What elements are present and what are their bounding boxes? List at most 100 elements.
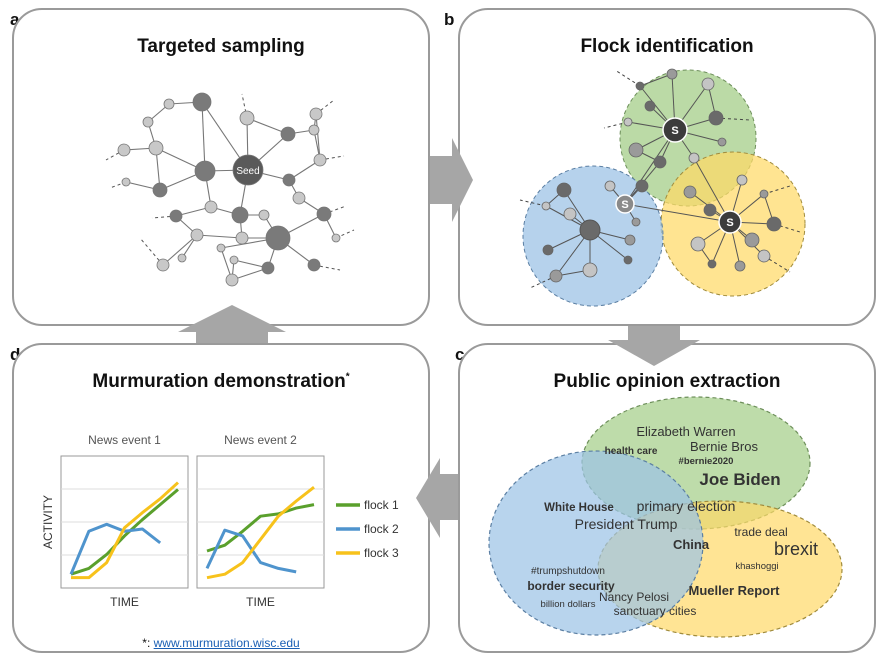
flock-node — [759, 189, 769, 199]
seed-node-label: S — [621, 199, 628, 211]
word-brexit: brexit — [774, 539, 818, 559]
series-line — [70, 488, 179, 576]
network-node — [232, 154, 264, 186]
panel-title-c: Public opinion extraction — [553, 371, 781, 392]
flock-node — [744, 232, 760, 248]
flock-edge-dashed — [763, 185, 791, 195]
word-sanctuary-cities: sanctuary cities — [614, 604, 697, 618]
flock-edge — [624, 129, 676, 205]
flock-node — [541, 201, 551, 211]
flock-node — [690, 236, 706, 252]
network-edge — [196, 234, 243, 239]
network-node — [192, 92, 212, 112]
panel-label-a: a — [10, 10, 20, 29]
network-node — [121, 177, 131, 187]
footnote-prefix: *: — [142, 636, 154, 650]
network-edge-dashed — [315, 99, 335, 115]
flock-node — [542, 244, 554, 256]
word-joe-biden: Joe Biden — [699, 470, 780, 489]
network-node — [177, 253, 187, 263]
network-node — [309, 107, 323, 121]
network-node — [148, 140, 164, 156]
flock-node — [683, 185, 697, 199]
network-edge — [201, 101, 206, 172]
chart-title: News event 1 — [88, 433, 161, 447]
flock-node — [563, 207, 577, 221]
flock-identification-panel: Flock identification S S S — [458, 8, 876, 326]
flock-node — [604, 180, 616, 192]
flock-node — [707, 259, 717, 269]
word-billion-dollars: billion dollars — [541, 599, 596, 610]
word-trumpshutdown: #trumpshutdown — [531, 566, 605, 577]
chart-title: News event 2 — [224, 433, 297, 447]
network-edge-dashed — [313, 264, 341, 271]
activity-chart-2: News event 2 TIME — [196, 433, 325, 609]
flock-node — [624, 234, 636, 246]
flock-hub-node — [579, 219, 601, 241]
chart-legend: flock 1 flock 2 flock 3 — [336, 498, 399, 560]
series-line — [69, 522, 162, 575]
word-bernie-bros: Bernie Bros — [690, 439, 758, 454]
flock-node — [623, 255, 633, 265]
targeted-sampling-panel: Targeted sampling Seed — [12, 8, 430, 326]
flock-node — [631, 217, 641, 227]
network-edge-dashed — [319, 155, 345, 161]
word-mueller-report: Mueller Report — [688, 583, 780, 598]
network-edge-dashed — [241, 93, 248, 119]
network-node — [231, 206, 249, 224]
network-node — [282, 173, 296, 187]
chart-xlabel: TIME — [110, 595, 139, 609]
legend-label: flock 3 — [364, 546, 399, 560]
murmuration-link[interactable]: www.murmuration.wisc.edu — [153, 636, 300, 650]
seed-node-label: S — [726, 217, 733, 229]
network-node — [313, 153, 327, 167]
network-node — [307, 258, 321, 272]
word-nancy-pelosi: Nancy Pelosi — [599, 590, 669, 604]
flock-edge — [639, 73, 673, 87]
network-edge — [162, 234, 198, 266]
network-node — [239, 110, 255, 126]
seed-node — [718, 210, 742, 234]
word-president-trump: President Trump — [575, 516, 678, 532]
network-edge — [315, 113, 321, 161]
flock-edge-dashed — [763, 255, 791, 273]
panel-label-d: d — [10, 345, 21, 364]
word-trade-deal: trade deal — [734, 525, 787, 539]
network-node — [331, 233, 341, 243]
seed-label: Seed — [236, 166, 259, 177]
flock-edge-dashed — [603, 121, 629, 129]
network-node — [163, 98, 175, 110]
flock-node — [708, 110, 724, 126]
network-node — [261, 261, 275, 275]
flock-node — [766, 216, 782, 232]
network-node — [280, 126, 296, 142]
flock-node — [623, 117, 633, 127]
network-node — [194, 160, 216, 182]
word-bernie2020: #bernie2020 — [679, 456, 734, 467]
network-edge-dashed — [151, 215, 177, 219]
activity-chart-1: News event 1 TIME — [60, 433, 189, 609]
network-node — [308, 124, 320, 136]
flock-node — [701, 77, 715, 91]
network-node — [265, 225, 291, 251]
network-node — [235, 231, 249, 245]
flock-nodes: S S S — [541, 68, 782, 283]
flock-node — [666, 68, 678, 80]
flock-edge-dashed — [773, 223, 801, 233]
flock-node — [644, 100, 656, 112]
title-footnote-mark: * — [345, 371, 350, 383]
network-node — [169, 209, 183, 223]
network-node — [229, 255, 239, 265]
network-node — [204, 200, 218, 214]
network-graph-a: Seed — [105, 92, 355, 287]
word-primary-election: primary election — [637, 498, 736, 514]
network-node — [190, 228, 204, 242]
flock-node — [582, 262, 598, 278]
panel-label-c: c — [455, 345, 465, 364]
flock-node — [688, 152, 700, 164]
series-line — [206, 486, 315, 580]
word-health-care: health care — [605, 446, 658, 457]
footnote: *: www.murmuration.wisc.edu — [14, 636, 428, 650]
network-edge-dashed — [323, 205, 347, 215]
word-khashoggi: khashoggi — [735, 561, 778, 572]
